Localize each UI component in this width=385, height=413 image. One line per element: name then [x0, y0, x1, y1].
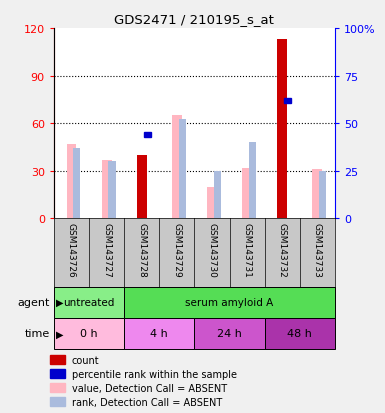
Text: rank, Detection Call = ABSENT: rank, Detection Call = ABSENT [72, 397, 222, 407]
Bar [264, 318, 335, 349]
Bar [50, 370, 65, 378]
Bar [74, 149, 80, 219]
Text: 24 h: 24 h [217, 328, 242, 339]
Text: GSM143726: GSM143726 [67, 222, 76, 277]
Bar [313, 170, 322, 219]
Bar [284, 98, 291, 104]
Bar [179, 120, 186, 219]
Text: GSM143730: GSM143730 [208, 222, 216, 277]
Bar [137, 156, 147, 219]
Text: ▶: ▶ [56, 328, 63, 339]
Text: time: time [25, 328, 50, 339]
Text: GSM143728: GSM143728 [137, 222, 146, 277]
Bar [102, 160, 112, 219]
Bar [124, 287, 335, 318]
Title: GDS2471 / 210195_s_at: GDS2471 / 210195_s_at [114, 13, 275, 26]
Text: percentile rank within the sample: percentile rank within the sample [72, 369, 237, 379]
Bar [50, 384, 65, 392]
Text: GSM143729: GSM143729 [172, 222, 181, 277]
Text: GSM143733: GSM143733 [313, 222, 322, 277]
Bar [54, 287, 124, 318]
Bar [319, 171, 326, 219]
Bar [50, 397, 65, 406]
Text: ▶: ▶ [56, 297, 63, 308]
Bar [67, 145, 76, 219]
Bar [277, 40, 287, 219]
Bar [144, 133, 151, 138]
Bar [109, 162, 116, 219]
Bar [194, 318, 265, 349]
Text: GSM143732: GSM143732 [278, 222, 287, 277]
Text: GSM143731: GSM143731 [243, 222, 252, 277]
Text: 0 h: 0 h [80, 328, 98, 339]
Text: GSM143727: GSM143727 [102, 222, 111, 277]
Text: 4 h: 4 h [151, 328, 168, 339]
Bar [50, 356, 65, 365]
Bar [214, 171, 221, 219]
Text: serum amyloid A: serum amyloid A [186, 297, 274, 308]
Bar [207, 187, 217, 219]
Bar [249, 143, 256, 219]
Text: 48 h: 48 h [287, 328, 312, 339]
Bar [172, 116, 182, 219]
Bar [54, 318, 124, 349]
Text: value, Detection Call = ABSENT: value, Detection Call = ABSENT [72, 383, 227, 393]
Text: count: count [72, 355, 99, 365]
Text: agent: agent [18, 297, 50, 308]
Bar [242, 168, 252, 219]
Bar [124, 318, 194, 349]
Text: untreated: untreated [64, 297, 115, 308]
